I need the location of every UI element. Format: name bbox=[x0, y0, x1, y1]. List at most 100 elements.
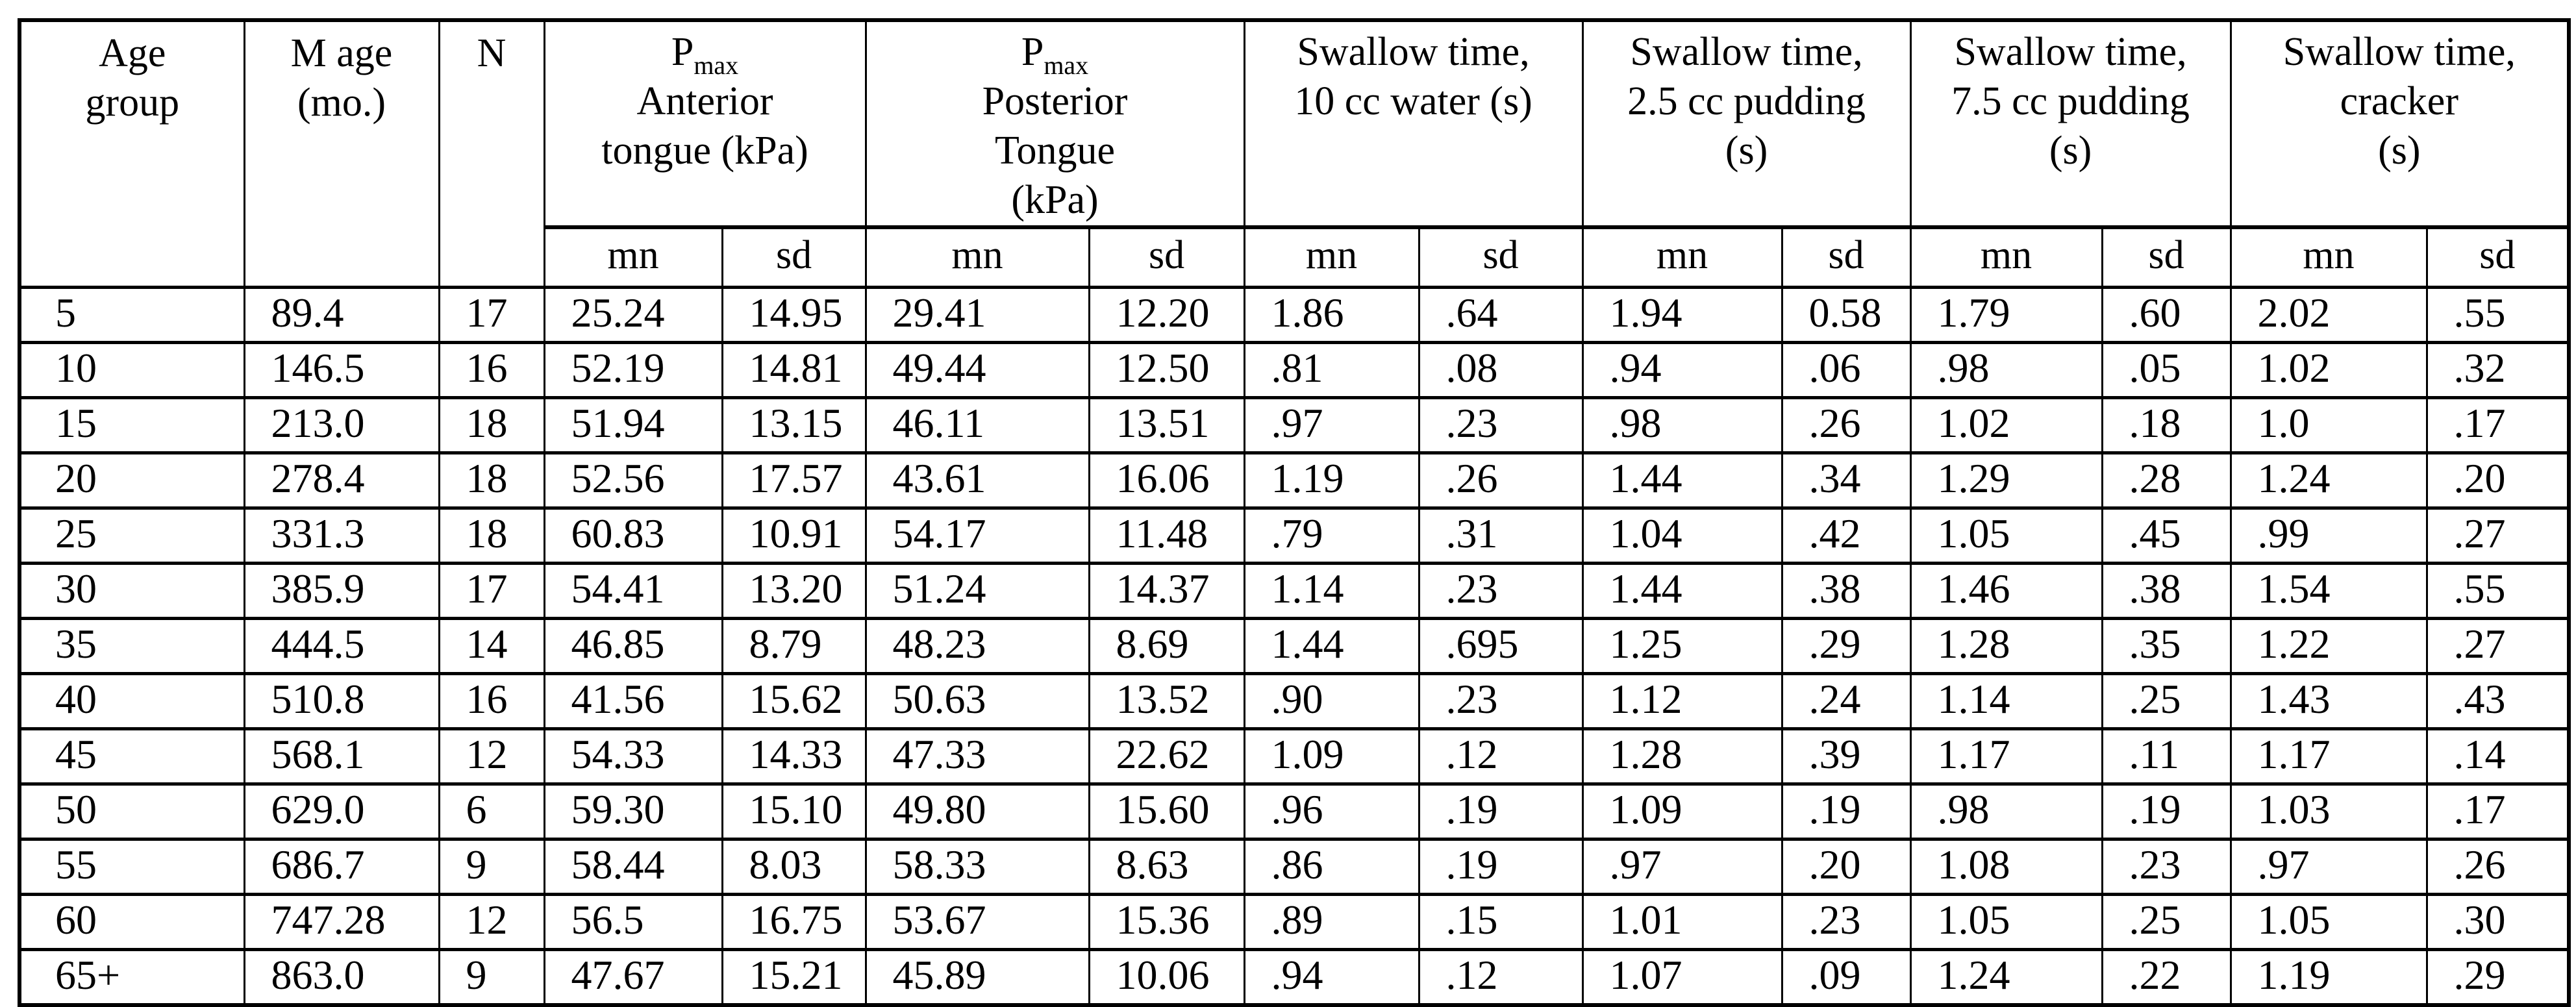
cell-anterior-sd: 10.91 bbox=[721, 506, 867, 565]
cell-pudding25-sd: .19 bbox=[1781, 782, 1912, 841]
cell-pudding25-mn: 1.44 bbox=[1581, 561, 1783, 620]
cell-pudding25-sd: .26 bbox=[1781, 395, 1912, 454]
table-header: Age group M age (mo.) N Pmax Anterior tongue (k… bbox=[18, 18, 2570, 289]
subheader-mn-swallow-water: mn bbox=[1243, 225, 1420, 289]
cell-pudding75-sd: .25 bbox=[2101, 671, 2232, 730]
cell-cracker-sd: .30 bbox=[2425, 892, 2570, 951]
cell-n: 17 bbox=[438, 561, 545, 620]
group-header-swallow-cracker: Swallow time, cracker (s) bbox=[2229, 18, 2570, 229]
cell-cracker-sd: .55 bbox=[2425, 561, 2570, 620]
cell-pudding75-mn: 1.24 bbox=[1909, 947, 2103, 1006]
cell-pudding75-sd: .05 bbox=[2101, 340, 2232, 399]
cell-age-group: 10 bbox=[18, 340, 245, 399]
cell-cracker-mn: 1.05 bbox=[2229, 892, 2428, 951]
table-row: 5 89.4 17 25.24 14.95 29.41 12.20 1.86.64 1.94 0.… bbox=[18, 285, 2570, 344]
cell-posterior-sd: 13.51 bbox=[1088, 395, 1245, 454]
cell-water-sd: .64 bbox=[1418, 285, 1584, 344]
cell-pudding75-mn: 1.08 bbox=[1909, 837, 2103, 896]
group-header-pmax-posterior: Pmax Posterior Tongue (kPa) bbox=[864, 18, 1245, 229]
cell-anterior-sd: 8.79 bbox=[721, 616, 867, 675]
cell-anterior-mn: 59.30 bbox=[543, 782, 723, 841]
cell-anterior-mn: 51.94 bbox=[543, 395, 723, 454]
cell-pudding75-mn: 1.05 bbox=[1909, 506, 2103, 565]
cell-age-group: 65+ bbox=[18, 947, 245, 1006]
cell-cracker-sd: .20 bbox=[2425, 451, 2570, 510]
table-body: 5 89.4 17 25.24 14.95 29.41 12.20 1.86.64 1.94 0.… bbox=[18, 285, 2570, 1006]
subheader-sd-pmax-anterior: sd bbox=[721, 225, 867, 289]
cell-posterior-mn: 54.17 bbox=[864, 506, 1090, 565]
cell-water-sd: .12 bbox=[1418, 947, 1584, 1006]
cell-pudding25-sd: .24 bbox=[1781, 671, 1912, 730]
cell-cracker-mn: .97 bbox=[2229, 837, 2428, 896]
subscript: max bbox=[694, 51, 739, 80]
cell-n: 12 bbox=[438, 727, 545, 786]
scanned-page: Age group M age (mo.) N Pmax Anterior tongue (k… bbox=[18, 18, 2571, 1007]
cell-pudding25-mn: 1.01 bbox=[1581, 892, 1783, 951]
cell-water-sd: .23 bbox=[1418, 395, 1584, 454]
table-row: 15 213.0 18 51.94 13.15 46.11 13.51.97.23.98.2… bbox=[18, 395, 2570, 454]
cell-pudding75-mn: .98 bbox=[1909, 340, 2103, 399]
cell-anterior-sd: 15.10 bbox=[721, 782, 867, 841]
table-row: 50 629.0 6 59.30 15.10 49.80 15.60.96.19 1.09.1… bbox=[18, 782, 2570, 841]
cell-cracker-mn: 1.02 bbox=[2229, 340, 2428, 399]
cell-pudding75-sd: .22 bbox=[2101, 947, 2232, 1006]
cell-pudding25-sd: .38 bbox=[1781, 561, 1912, 620]
cell-posterior-sd: 16.06 bbox=[1088, 451, 1245, 510]
cell-anterior-sd: 16.75 bbox=[721, 892, 867, 951]
cell-water-sd: .15 bbox=[1418, 892, 1584, 951]
cell-pudding25-sd: .39 bbox=[1781, 727, 1912, 786]
subheader-sd-swallow-water: sd bbox=[1418, 225, 1584, 289]
cell-water-sd: .19 bbox=[1418, 782, 1584, 841]
group-header-swallow-water: Swallow time, 10 cc water (s) bbox=[1243, 18, 1584, 229]
cell-anterior-mn: 60.83 bbox=[543, 506, 723, 565]
cell-pudding75-sd: .38 bbox=[2101, 561, 2232, 620]
cell-cracker-mn: 1.54 bbox=[2229, 561, 2428, 620]
cell-cracker-sd: .17 bbox=[2425, 782, 2570, 841]
cell-posterior-sd: 12.20 bbox=[1088, 285, 1245, 344]
cell-n: 9 bbox=[438, 947, 545, 1006]
cell-water-sd: .31 bbox=[1418, 506, 1584, 565]
cell-water-sd: .12 bbox=[1418, 727, 1584, 786]
cell-pudding75-mn: 1.14 bbox=[1909, 671, 2103, 730]
cell-age-group: 20 bbox=[18, 451, 245, 510]
cell-n: 18 bbox=[438, 451, 545, 510]
cell-pudding25-mn: .98 bbox=[1581, 395, 1783, 454]
cell-anterior-sd: 14.81 bbox=[721, 340, 867, 399]
cell-anterior-mn: 41.56 bbox=[543, 671, 723, 730]
cell-posterior-mn: 49.80 bbox=[864, 782, 1090, 841]
cell-water-sd: .08 bbox=[1418, 340, 1584, 399]
group-header-swallow-pudding-7-5: Swallow time, 7.5 cc pudding (s) bbox=[1909, 18, 2232, 229]
cell-posterior-mn: 48.23 bbox=[864, 616, 1090, 675]
cell-pudding25-mn: 1.28 bbox=[1581, 727, 1783, 786]
cell-pudding25-mn: 1.12 bbox=[1581, 671, 1783, 730]
cell-n: 17 bbox=[438, 285, 545, 344]
cell-m-age: 568.1 bbox=[243, 727, 440, 786]
cell-pudding75-sd: .11 bbox=[2101, 727, 2232, 786]
cell-m-age: 510.8 bbox=[243, 671, 440, 730]
cell-pudding25-sd: .09 bbox=[1781, 947, 1912, 1006]
cell-anterior-sd: 15.21 bbox=[721, 947, 867, 1006]
cell-cracker-sd: .27 bbox=[2425, 506, 2570, 565]
cell-n: 14 bbox=[438, 616, 545, 675]
cell-cracker-mn: 1.43 bbox=[2229, 671, 2428, 730]
cell-posterior-sd: 14.37 bbox=[1088, 561, 1245, 620]
cell-pudding25-sd: .42 bbox=[1781, 506, 1912, 565]
cell-pudding25-sd: .23 bbox=[1781, 892, 1912, 951]
cell-cracker-mn: .99 bbox=[2229, 506, 2428, 565]
cell-cracker-mn: 1.24 bbox=[2229, 451, 2428, 510]
cell-posterior-mn: 49.44 bbox=[864, 340, 1090, 399]
cell-pudding25-mn: 1.09 bbox=[1581, 782, 1783, 841]
table-row: 65+ 863.0 9 47.67 15.21 45.89 10.06.94.12 1.07.… bbox=[18, 947, 2570, 1006]
cell-anterior-sd: 13.15 bbox=[721, 395, 867, 454]
cell-age-group: 5 bbox=[18, 285, 245, 344]
cell-cracker-mn: 2.02 bbox=[2229, 285, 2428, 344]
cell-anterior-sd: 14.33 bbox=[721, 727, 867, 786]
subheader-mn-pmax-anterior: mn bbox=[543, 225, 723, 289]
cell-n: 16 bbox=[438, 671, 545, 730]
cell-anterior-mn: 25.24 bbox=[543, 285, 723, 344]
cell-posterior-mn: 45.89 bbox=[864, 947, 1090, 1006]
cell-posterior-mn: 53.67 bbox=[864, 892, 1090, 951]
cell-pudding25-sd: .06 bbox=[1781, 340, 1912, 399]
cell-posterior-mn: 46.11 bbox=[864, 395, 1090, 454]
cell-m-age: 444.5 bbox=[243, 616, 440, 675]
